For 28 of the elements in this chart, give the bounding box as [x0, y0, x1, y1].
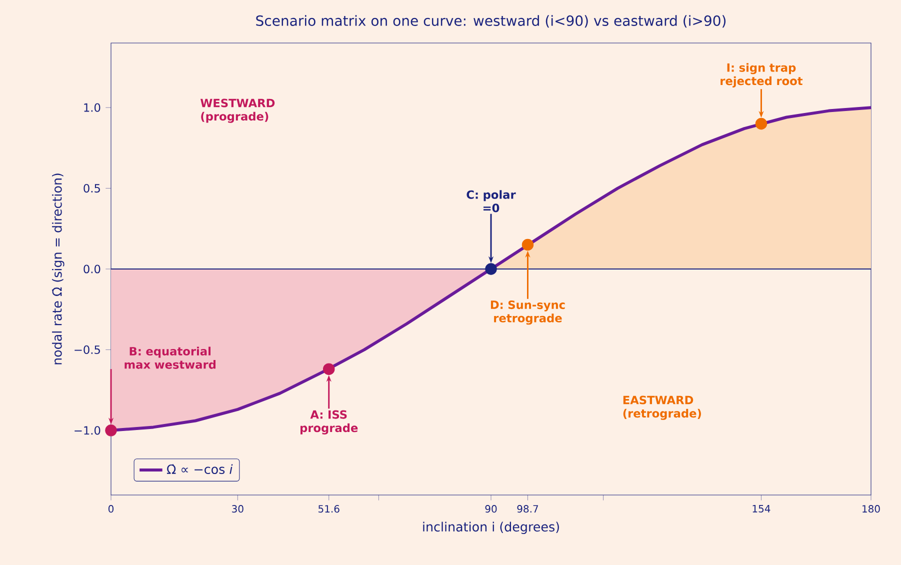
y-tick-label: 1.0 — [84, 103, 100, 112]
annotation: A: ISS prograde — [300, 410, 358, 434]
legend-label: Ω̇ ∝ −cos i — [166, 464, 233, 474]
annotation: C: polar =0 — [466, 190, 516, 212]
y-tick-label: 0.0 — [84, 264, 100, 274]
x-tick-label: 90 — [485, 505, 497, 513]
point — [755, 118, 768, 130]
annotation: EASTWARD (retrograde) — [623, 396, 701, 420]
y-tick-label: −0.5 — [74, 345, 100, 354]
y-tick-label: 0.5 — [84, 184, 100, 193]
y-tick-label: −1.0 — [74, 426, 100, 435]
x-tick-label: 30 — [232, 505, 244, 513]
x-tick-label: 98.7 — [517, 505, 538, 513]
x-tick-label: 154 — [752, 505, 770, 512]
annotation: WESTWARD (prograde) — [200, 98, 275, 123]
chart-title: Scenario matrix on one curve: westward (i<90) vs eastward (i>90) — [256, 15, 726, 28]
point — [522, 238, 534, 251]
x-tick-label: 51.6 — [318, 505, 340, 513]
annotation: D: Sun-sync retrograde — [490, 300, 565, 325]
point — [105, 424, 117, 436]
x-tick-label: 0 — [108, 505, 114, 513]
point — [485, 263, 497, 275]
point — [323, 363, 335, 375]
x-tick-label: 180 — [862, 505, 880, 513]
x-axis-title: inclination i (degrees) — [423, 522, 559, 534]
y-axis-title: nodal rate Ω̇ (sign = direction) — [52, 174, 64, 364]
annotation: I: sign trap rejected root — [720, 63, 803, 88]
annotation: B: equatorial max westward — [124, 346, 216, 369]
